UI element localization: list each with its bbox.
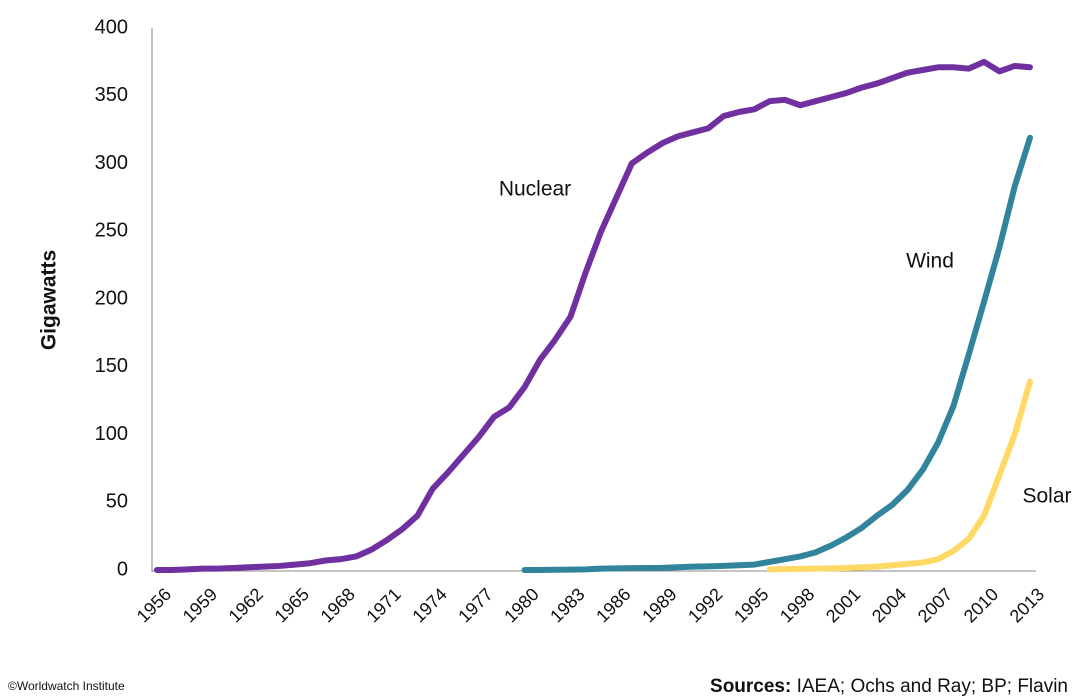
- x-tick-label: 2001: [822, 584, 864, 626]
- x-tick-label: 1974: [408, 584, 450, 626]
- y-tick-label: 200: [95, 287, 128, 309]
- x-tick-label: 1977: [454, 584, 496, 626]
- y-tick-label: 50: [106, 491, 128, 513]
- x-tick-label: 1971: [362, 584, 404, 626]
- source-label: Sources:: [710, 676, 791, 697]
- series-label: Wind: [906, 250, 954, 273]
- y-tick-label: 100: [95, 423, 128, 445]
- x-tick-label: 1995: [730, 584, 772, 626]
- footer-sources: Sources: IAEA; Ochs and Ray; BP; Flavin: [710, 676, 1068, 697]
- series-line: [521, 134, 1033, 573]
- series-label: Solar: [1022, 485, 1071, 508]
- x-tick-label: 1980: [500, 584, 542, 626]
- x-tick-label: 2013: [1006, 584, 1048, 626]
- x-tick-label: 1965: [271, 584, 313, 626]
- x-tick-label: 1983: [546, 584, 588, 626]
- y-tick-label: 250: [95, 220, 128, 242]
- series-line: [766, 378, 1033, 573]
- x-tick-label: 2007: [914, 584, 956, 626]
- y-tick-label: 150: [95, 355, 128, 377]
- y-tick-label: 400: [95, 16, 128, 38]
- x-tick-label: 1998: [776, 584, 818, 626]
- x-tick-label: 1992: [684, 584, 726, 626]
- x-tick-label: 1986: [592, 584, 634, 626]
- x-tick-label: 1989: [638, 584, 680, 626]
- y-tick-label: 300: [95, 152, 128, 174]
- x-tick-label: 1959: [179, 584, 221, 626]
- series-label: Nuclear: [499, 178, 571, 201]
- y-axis-label: Gigawatts: [38, 250, 61, 350]
- y-tick-label: 0: [117, 558, 128, 580]
- x-tick-label: 1968: [317, 584, 359, 626]
- source-text: IAEA; Ochs and Ray; BP; Flavin: [797, 676, 1068, 697]
- x-tick-label: 1956: [133, 584, 175, 626]
- y-tick-label: 350: [95, 84, 128, 106]
- series-line: [154, 58, 1033, 573]
- x-tick-label: 2010: [960, 584, 1002, 626]
- x-tick-label: 2004: [868, 584, 910, 626]
- footer-credit: ©Worldwatch Institute: [8, 679, 125, 693]
- x-tick-label: 1962: [225, 584, 267, 626]
